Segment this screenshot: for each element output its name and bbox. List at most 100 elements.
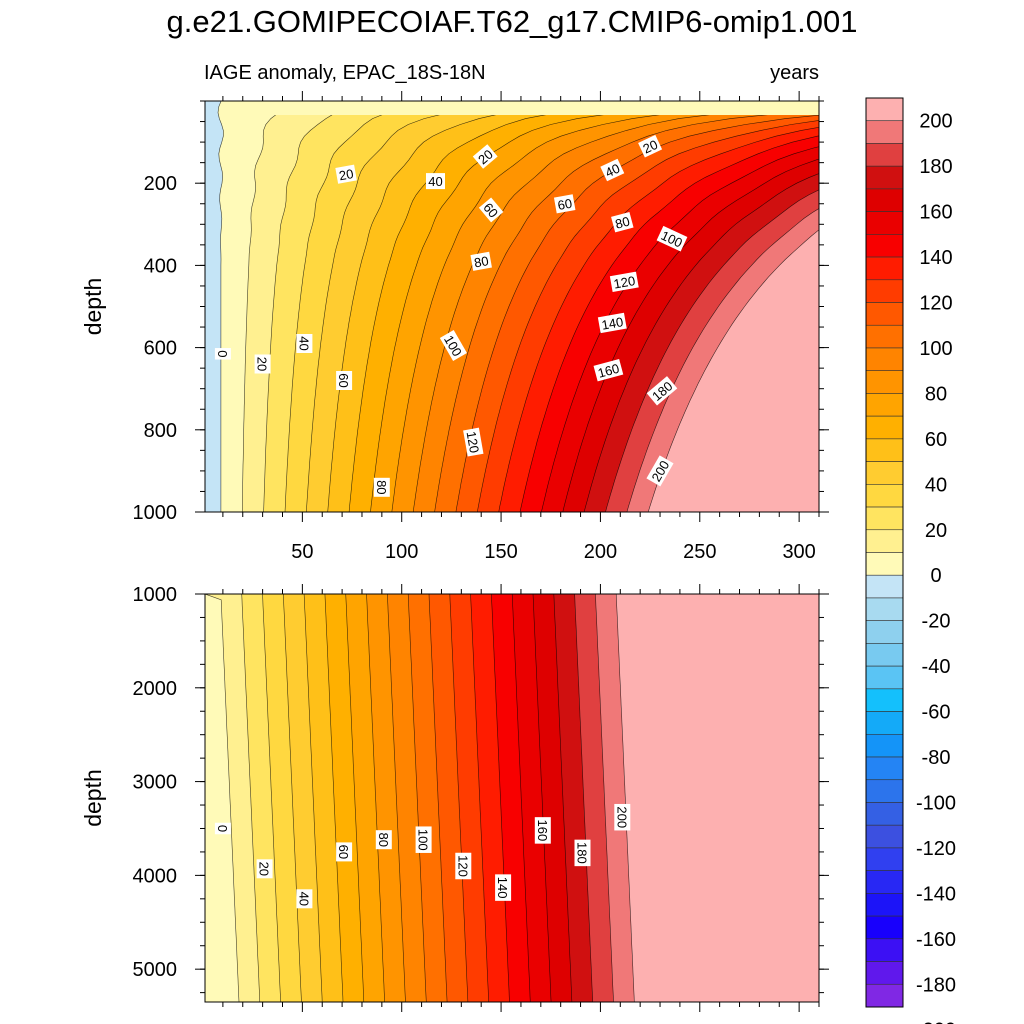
upper-panel-xtick-label: 200 — [584, 541, 617, 563]
colorbar-box — [865, 302, 904, 326]
colorbar-label: -40 — [922, 656, 951, 678]
colorbar-box — [865, 211, 904, 235]
contour-label-text: 40 — [428, 174, 442, 189]
upper-panel-contour-90 — [412, 106, 819, 512]
lower-panel-contour-label: 40 — [296, 889, 313, 909]
contour-label-bg — [593, 359, 624, 382]
lower-panel-contour-100 — [407, 594, 427, 1002]
contour-label-bg — [574, 839, 591, 867]
colorbar-box — [865, 415, 904, 440]
colorbar-box — [865, 279, 904, 303]
colorbar-box — [865, 847, 904, 871]
contour-label-bg — [214, 348, 231, 360]
colorbar-box — [865, 188, 904, 212]
colorbar-box — [865, 120, 904, 144]
lower-panel-contour-150 — [511, 594, 531, 1002]
colorbar-label: 80 — [925, 383, 947, 405]
colorbar-label: 120 — [919, 293, 952, 315]
contour-label-bg — [426, 173, 445, 190]
colorbar-label: -160 — [916, 929, 956, 951]
upper-panel-contour-label: 40 — [426, 173, 445, 190]
contour-label-text: 40 — [296, 892, 311, 906]
colorbar-label: -80 — [922, 747, 951, 769]
lower-panel-contour-110 — [428, 594, 448, 1002]
colorbar-label: -100 — [916, 792, 956, 814]
lower-panel-contour-label: 60 — [336, 842, 353, 862]
colorbar-box — [865, 756, 904, 781]
subtitle-left: IAGE anomaly, EPAC_18S-18N — [204, 62, 486, 84]
contour-label-text: 80 — [376, 832, 391, 846]
lower-panel-contour-120 — [449, 594, 469, 1002]
lower-panel-contour-50 — [303, 594, 323, 1002]
contour-label-text: 20 — [338, 166, 355, 183]
colorbar-box — [865, 870, 904, 894]
contour-label-text: 20 — [257, 862, 272, 876]
colorbar-label: -180 — [916, 974, 956, 996]
upper-panel-xtick-label: 50 — [291, 541, 313, 563]
contour-label-text: 80 — [374, 480, 389, 494]
colorbar-box — [865, 393, 904, 417]
lower-panel-contour-label: 160 — [534, 817, 551, 844]
upper-panel-contour-170 — [583, 173, 819, 512]
contour-label-bg — [600, 158, 625, 182]
colorbar-label: 100 — [919, 338, 952, 360]
colorbar-box — [865, 915, 904, 940]
upper-panel-contour-140 — [519, 135, 819, 512]
lower-panel-ytick-label: 1000 — [133, 584, 178, 606]
colorbar-label: 140 — [919, 247, 952, 269]
upper-panel-contour-150 — [541, 146, 819, 512]
colorbar-label: -140 — [916, 883, 956, 905]
colorbar-box — [865, 438, 904, 462]
colorbar-label: -60 — [922, 702, 951, 724]
upper-panel-contour-label: 140 — [597, 312, 627, 334]
upper-panel-contour-70 — [370, 104, 819, 512]
contour-label-text: 200 — [614, 806, 629, 828]
colorbar-box — [865, 938, 904, 962]
contour-label-text: 120 — [612, 273, 636, 292]
colorbar: 200180160140120100806040200-20-40-60-80-… — [865, 97, 956, 1024]
colorbar-box — [865, 779, 904, 803]
upper-panel-xtick-label: 150 — [484, 541, 517, 563]
contour-label-text: 0 — [215, 350, 230, 357]
colorbar-box — [865, 711, 904, 735]
colorbar-label: -200 — [916, 1020, 956, 1024]
subtitle-right: years — [770, 62, 819, 84]
lower-panel-frame — [204, 593, 820, 1003]
lower-panel-contour-label: 100 — [415, 826, 432, 853]
contour-label-bg — [656, 225, 688, 252]
colorbar-label: -120 — [916, 838, 956, 860]
upper-panel-contour-label: 120 — [463, 427, 484, 457]
upper-panel-contour-label: 160 — [593, 359, 624, 382]
colorbar-box — [865, 484, 904, 508]
contour-label-bg — [553, 194, 576, 214]
colorbar-box — [865, 165, 904, 190]
lower-panel-contour-label: 180 — [574, 839, 591, 867]
upper-panel-ytick-label: 600 — [144, 338, 177, 360]
upper-panel-contour-0 — [217, 101, 224, 512]
upper-panel-contour-30 — [284, 101, 819, 512]
contour-label-text: 120 — [455, 855, 470, 877]
upper-panel-contour-10 — [242, 101, 438, 512]
colorbar-box — [865, 597, 904, 621]
colorbar-box — [865, 688, 904, 712]
colorbar-box — [865, 733, 904, 758]
colorbar-box — [865, 552, 904, 576]
contour-label-text: 60 — [336, 373, 351, 387]
contour-label-text: 60 — [336, 845, 351, 859]
contour-label-bg — [296, 889, 313, 909]
colorbar-box — [865, 983, 904, 1008]
upper-panel-contour-100 — [434, 110, 819, 512]
colorbar-label: 60 — [925, 429, 947, 451]
lower-panel-band-200 — [616, 594, 819, 1002]
lower-panel-ytick-label: 2000 — [133, 678, 178, 700]
colorbar-box — [865, 529, 904, 553]
colorbar-box — [865, 97, 904, 122]
contour-label-bg — [296, 334, 313, 353]
upper-panel-contour-label: 20 — [254, 354, 271, 374]
contour-label-bg — [254, 354, 271, 374]
contour-label-bg — [375, 830, 392, 850]
main-title: g.e21.GOMIPECOIAF.T62_g17.CMIP6-omip1.00… — [166, 4, 858, 39]
upper-panel-contour-label: 120 — [609, 271, 639, 292]
lower-panel-contour-40 — [283, 594, 302, 1002]
upper-panel-contour-label: 20 — [335, 164, 357, 184]
